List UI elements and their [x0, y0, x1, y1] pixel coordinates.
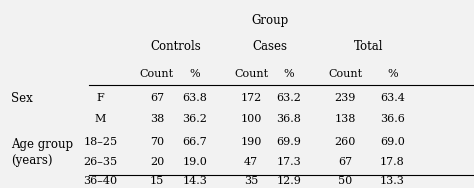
Text: 138: 138 [335, 114, 356, 124]
Text: 36.8: 36.8 [276, 114, 301, 124]
Text: 36–40: 36–40 [83, 176, 118, 186]
Text: 47: 47 [244, 157, 258, 167]
Text: 12.9: 12.9 [276, 176, 301, 186]
Text: 63.8: 63.8 [182, 93, 207, 103]
Text: 35: 35 [244, 176, 258, 186]
Text: Count: Count [140, 68, 174, 79]
Text: %: % [189, 68, 200, 79]
Text: 20: 20 [150, 157, 164, 167]
Text: Controls: Controls [150, 40, 201, 53]
Text: 69.9: 69.9 [276, 137, 301, 147]
Text: 190: 190 [240, 137, 262, 147]
Text: 17.8: 17.8 [380, 157, 405, 167]
Text: 15: 15 [150, 176, 164, 186]
Text: 69.0: 69.0 [380, 137, 405, 147]
Text: 70: 70 [150, 137, 164, 147]
Text: 17.3: 17.3 [276, 157, 301, 167]
Text: 50: 50 [338, 176, 353, 186]
Text: Age group: Age group [11, 138, 73, 151]
Text: 19.0: 19.0 [182, 157, 207, 167]
Text: Count: Count [234, 68, 268, 79]
Text: 239: 239 [335, 93, 356, 103]
Text: 67: 67 [338, 157, 353, 167]
Text: 36.6: 36.6 [380, 114, 405, 124]
Text: 172: 172 [240, 93, 262, 103]
Text: 38: 38 [150, 114, 164, 124]
Text: Cases: Cases [253, 40, 288, 53]
Text: (years): (years) [11, 154, 52, 167]
Text: Count: Count [328, 68, 363, 79]
Text: 26–35: 26–35 [83, 157, 118, 167]
Text: 63.4: 63.4 [380, 93, 405, 103]
Text: 100: 100 [240, 114, 262, 124]
Text: F: F [97, 93, 104, 103]
Text: M: M [95, 114, 106, 124]
Text: %: % [283, 68, 294, 79]
Text: 18–25: 18–25 [83, 137, 118, 147]
Text: Sex: Sex [11, 92, 33, 105]
Text: 63.2: 63.2 [276, 93, 301, 103]
Text: 13.3: 13.3 [380, 176, 405, 186]
Text: 36.2: 36.2 [182, 114, 207, 124]
Text: Total: Total [354, 40, 383, 53]
Text: 14.3: 14.3 [182, 176, 207, 186]
Text: 66.7: 66.7 [182, 137, 207, 147]
Text: 260: 260 [335, 137, 356, 147]
Text: Group: Group [251, 14, 289, 27]
Text: %: % [387, 68, 398, 79]
Text: 67: 67 [150, 93, 164, 103]
